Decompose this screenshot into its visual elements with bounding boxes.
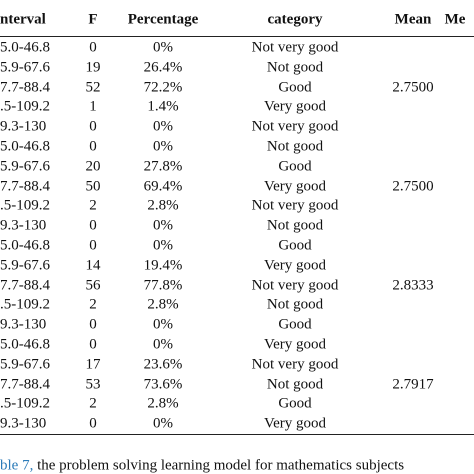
category-cell: Not very good (251, 277, 339, 294)
percentage-cell: 0% (153, 415, 173, 432)
percentage-cell: 2.8% (147, 197, 179, 214)
interval-cell: 7.7-88.4 (0, 277, 50, 294)
frequency-cell: 0 (89, 237, 97, 254)
frequency-cell: 14 (85, 257, 101, 274)
interval-cell: 9.3-130 (0, 217, 47, 234)
percentage-cell: 23.6% (143, 356, 183, 373)
mean-cell: 2.7917 (392, 376, 434, 393)
frequency-cell: 0 (89, 415, 97, 432)
frequency-cell: 19 (85, 59, 101, 76)
percentage-cell: 0% (153, 138, 173, 155)
category-cell: Good (278, 79, 312, 96)
category-cell: Very good (263, 178, 327, 195)
frequency-cell: 0 (89, 316, 97, 333)
category-cell: Not good (266, 217, 324, 234)
category-cell: Not very good (251, 356, 339, 373)
frequency-cell: 20 (85, 158, 101, 175)
percentage-cell: 0% (153, 39, 173, 56)
category-cell: Very good (263, 336, 327, 353)
percentage-cell: 0% (153, 336, 173, 353)
percentage-cell: 26.4% (143, 59, 183, 76)
mean-header: Mean (394, 11, 432, 28)
frequency-cell: 0 (89, 336, 97, 353)
percentage-cell: 69.4% (143, 178, 183, 195)
percentage-cell: 2.8% (147, 395, 179, 412)
mean-cell: 2.8333 (392, 277, 434, 294)
interval-cell: .5-109.2 (0, 98, 50, 115)
interval-cell: .5-109.2 (0, 296, 50, 313)
percentage-cell: 1.4% (147, 98, 179, 115)
frequency-cell: 2 (89, 395, 97, 412)
category-cell: Very good (263, 415, 327, 432)
interval-cell: 5.0-46.8 (0, 39, 50, 56)
category-cell: Not very good (251, 197, 339, 214)
percentage-cell: 2.8% (147, 296, 179, 313)
category-cell: Good (278, 158, 312, 175)
frequency-cell: 2 (89, 296, 97, 313)
interval-cell: 9.3-130 (0, 415, 47, 432)
frequency-cell: 0 (89, 118, 97, 135)
bottom-rule (0, 434, 474, 435)
percentage-cell: 77.8% (143, 277, 183, 294)
interval-header: nterval (0, 11, 46, 28)
interval-cell: 7.7-88.4 (0, 79, 50, 96)
header-rule (0, 36, 474, 37)
interval-cell: 5.9-67.6 (0, 59, 50, 76)
interval-cell: 5.0-46.8 (0, 138, 50, 155)
percentage-cell: 0% (153, 316, 173, 333)
category-cell: Very good (263, 98, 327, 115)
percentage-cell: 72.2% (143, 79, 183, 96)
median-header: Me (444, 11, 466, 28)
category-cell: Very good (263, 257, 327, 274)
frequency-cell: 17 (85, 356, 101, 373)
frequency-cell: 0 (89, 217, 97, 234)
frequency-cell: 0 (89, 39, 97, 56)
category-cell: Good (278, 237, 312, 254)
caption: ble 7, the problem solving learning mode… (0, 458, 404, 474)
percentage-cell: 73.6% (143, 376, 183, 393)
frequency-cell: 52 (85, 79, 101, 96)
interval-cell: 7.7-88.4 (0, 376, 50, 393)
percentage-cell: 0% (153, 118, 173, 135)
mean-cell: 2.7500 (392, 178, 434, 195)
interval-cell: .5-109.2 (0, 395, 50, 412)
frequency-cell: 0 (89, 138, 97, 155)
percentage-header: Percentage (127, 11, 199, 28)
category-cell: Not good (266, 59, 324, 76)
category-header: category (267, 11, 323, 28)
percentage-cell: 27.8% (143, 158, 183, 175)
interval-cell: 5.9-67.6 (0, 356, 50, 373)
frequency-cell: 50 (85, 178, 101, 195)
category-cell: Good (278, 395, 312, 412)
percentage-cell: 0% (153, 217, 173, 234)
mean-cell: 2.7500 (392, 79, 434, 96)
category-cell: Not good (266, 296, 324, 313)
category-cell: Not very good (251, 39, 339, 56)
category-cell: Not very good (251, 118, 339, 135)
category-cell: Good (278, 316, 312, 333)
frequency-cell: 56 (85, 277, 101, 294)
category-cell: Not good (266, 376, 324, 393)
frequency-cell: 53 (85, 376, 101, 393)
interval-cell: 5.9-67.6 (0, 158, 50, 175)
frequency-cell: 1 (89, 98, 97, 115)
interval-cell: 9.3-130 (0, 118, 47, 135)
interval-cell: 5.0-46.8 (0, 237, 50, 254)
category-cell: Not good (266, 138, 324, 155)
interval-cell: 5.9-67.6 (0, 257, 50, 274)
caption-text: the problem solving learning model for m… (33, 457, 405, 474)
caption-ref[interactable]: ble 7, (0, 457, 34, 474)
percentage-cell: 0% (153, 237, 173, 254)
frequency-header: F (88, 11, 98, 28)
interval-cell: .5-109.2 (0, 197, 50, 214)
percentage-cell: 19.4% (143, 257, 183, 274)
interval-cell: 5.0-46.8 (0, 336, 50, 353)
frequency-cell: 2 (89, 197, 97, 214)
interval-cell: 9.3-130 (0, 316, 47, 333)
interval-cell: 7.7-88.4 (0, 178, 50, 195)
